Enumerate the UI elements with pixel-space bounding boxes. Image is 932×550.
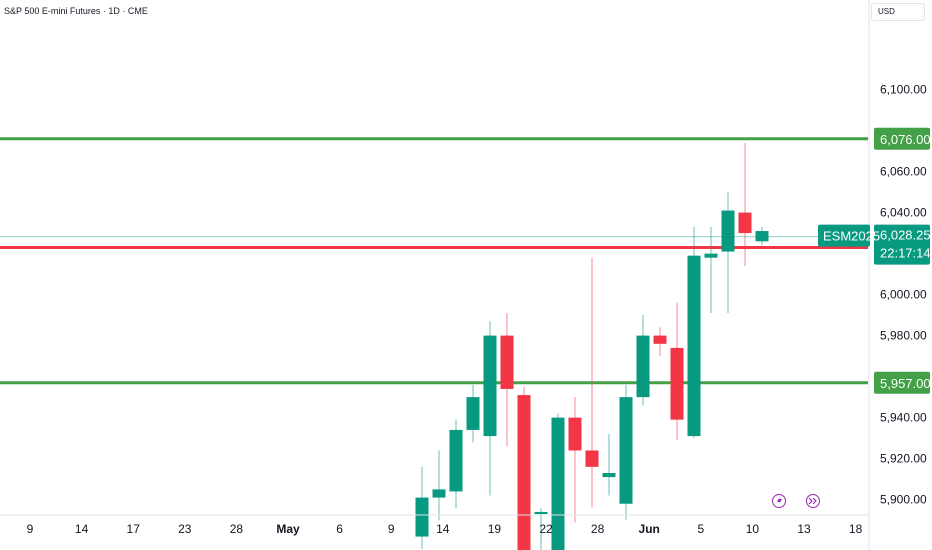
candle-body bbox=[602, 472, 616, 478]
time-tick-label: 6 bbox=[336, 522, 343, 536]
price-tick-label: 6,040.00 bbox=[880, 206, 927, 220]
candle bbox=[704, 226, 718, 314]
candle-body bbox=[466, 397, 480, 430]
candle bbox=[755, 226, 769, 246]
symbol-tag bbox=[818, 224, 870, 247]
time-tick-label: 14 bbox=[436, 522, 450, 536]
forward-icon bbox=[806, 494, 820, 508]
candle bbox=[432, 450, 446, 521]
price-tick-label: 5,980.00 bbox=[880, 329, 927, 343]
candle bbox=[568, 397, 582, 523]
candle-body bbox=[449, 429, 463, 492]
price-axis: 5,900.00 5,920.00 5,940.00 5,980.00 6,000.00… bbox=[868, 0, 927, 550]
candle bbox=[466, 384, 480, 443]
candle-body bbox=[551, 417, 565, 550]
candle bbox=[534, 507, 548, 550]
candle-body bbox=[517, 395, 531, 550]
candle bbox=[483, 321, 497, 496]
candle bbox=[670, 302, 684, 441]
candle-body bbox=[432, 489, 446, 498]
candle bbox=[585, 257, 599, 508]
symbol-title: S&P 500 E-mini Futures · 1D · CME bbox=[4, 6, 148, 16]
price-tick-label: 5,920.00 bbox=[880, 452, 927, 466]
candle bbox=[738, 142, 752, 266]
candle-body bbox=[636, 335, 650, 398]
candle bbox=[500, 313, 514, 447]
countdown-label: 22:17:14 bbox=[880, 246, 931, 261]
candle-body bbox=[704, 253, 718, 258]
symbol-label: ESM2025 bbox=[823, 229, 880, 244]
price-tick-label: 5,940.00 bbox=[880, 411, 927, 425]
price-tick-label: 6,060.00 bbox=[880, 165, 927, 179]
time-tick-label: 9 bbox=[388, 522, 395, 536]
resistance-price-tag bbox=[874, 127, 930, 150]
candle-body bbox=[687, 255, 701, 437]
time-tick-label: 28 bbox=[230, 522, 244, 536]
lightning-icon bbox=[772, 494, 786, 508]
time-tick-label: 18 bbox=[849, 522, 863, 536]
time-tick-label: 5 bbox=[697, 522, 704, 536]
last-price-tag bbox=[874, 224, 930, 265]
candle-body bbox=[653, 335, 667, 344]
candle-body bbox=[619, 397, 633, 504]
candle bbox=[449, 419, 463, 508]
candle-body bbox=[568, 417, 582, 451]
last-price-label: 6,028.25 bbox=[880, 228, 931, 243]
candle-body bbox=[738, 212, 752, 234]
event-markers bbox=[772, 494, 820, 508]
currency-selector[interactable]: USD bbox=[871, 3, 925, 21]
time-tick-label: May bbox=[276, 522, 300, 536]
time-tick-label: Jun bbox=[639, 522, 660, 536]
candle bbox=[517, 386, 531, 550]
time-tick-label: 13 bbox=[797, 522, 811, 536]
time-tick-label: 19 bbox=[488, 522, 502, 536]
candle-body bbox=[585, 450, 599, 467]
time-axis: 9 14 17 23 28 May 6 9 14 19 22 28 Jun 5 10 13 18 bbox=[0, 514, 869, 536]
candles bbox=[415, 142, 769, 550]
candle-body bbox=[534, 511, 548, 514]
candle bbox=[415, 466, 429, 549]
candle-body bbox=[500, 335, 514, 389]
time-tick-label: 22 bbox=[539, 522, 553, 536]
time-tick-label: 9 bbox=[27, 522, 34, 536]
time-tick-label: 10 bbox=[746, 522, 760, 536]
candle-body bbox=[415, 497, 429, 537]
horizontal-levels bbox=[0, 137, 868, 385]
price-tick-label: 6,100.00 bbox=[880, 83, 927, 97]
candle-body bbox=[670, 347, 684, 420]
candle bbox=[653, 327, 667, 357]
time-tick-label: 17 bbox=[127, 522, 141, 536]
candle bbox=[636, 315, 650, 406]
candle bbox=[551, 413, 565, 550]
time-tick-label: 28 bbox=[591, 522, 605, 536]
candle-body bbox=[755, 231, 769, 242]
candle bbox=[721, 192, 735, 314]
resistance-price-label: 6,076.00 bbox=[880, 132, 931, 147]
time-tick-label: 14 bbox=[75, 522, 89, 536]
candle-body bbox=[483, 335, 497, 437]
candle-body bbox=[721, 210, 735, 252]
price-tick-label: 6,000.00 bbox=[880, 288, 927, 302]
candle bbox=[602, 434, 616, 496]
time-tick-label: 23 bbox=[178, 522, 192, 536]
candle bbox=[619, 384, 633, 521]
price-tick-label: 5,900.00 bbox=[880, 493, 927, 507]
support-price-tag bbox=[874, 371, 930, 394]
price-tags: 6,076.005,957.006,023.006,028.2522:17:14… bbox=[818, 127, 931, 394]
candle bbox=[687, 226, 701, 439]
support-price-label: 5,957.00 bbox=[880, 376, 931, 391]
